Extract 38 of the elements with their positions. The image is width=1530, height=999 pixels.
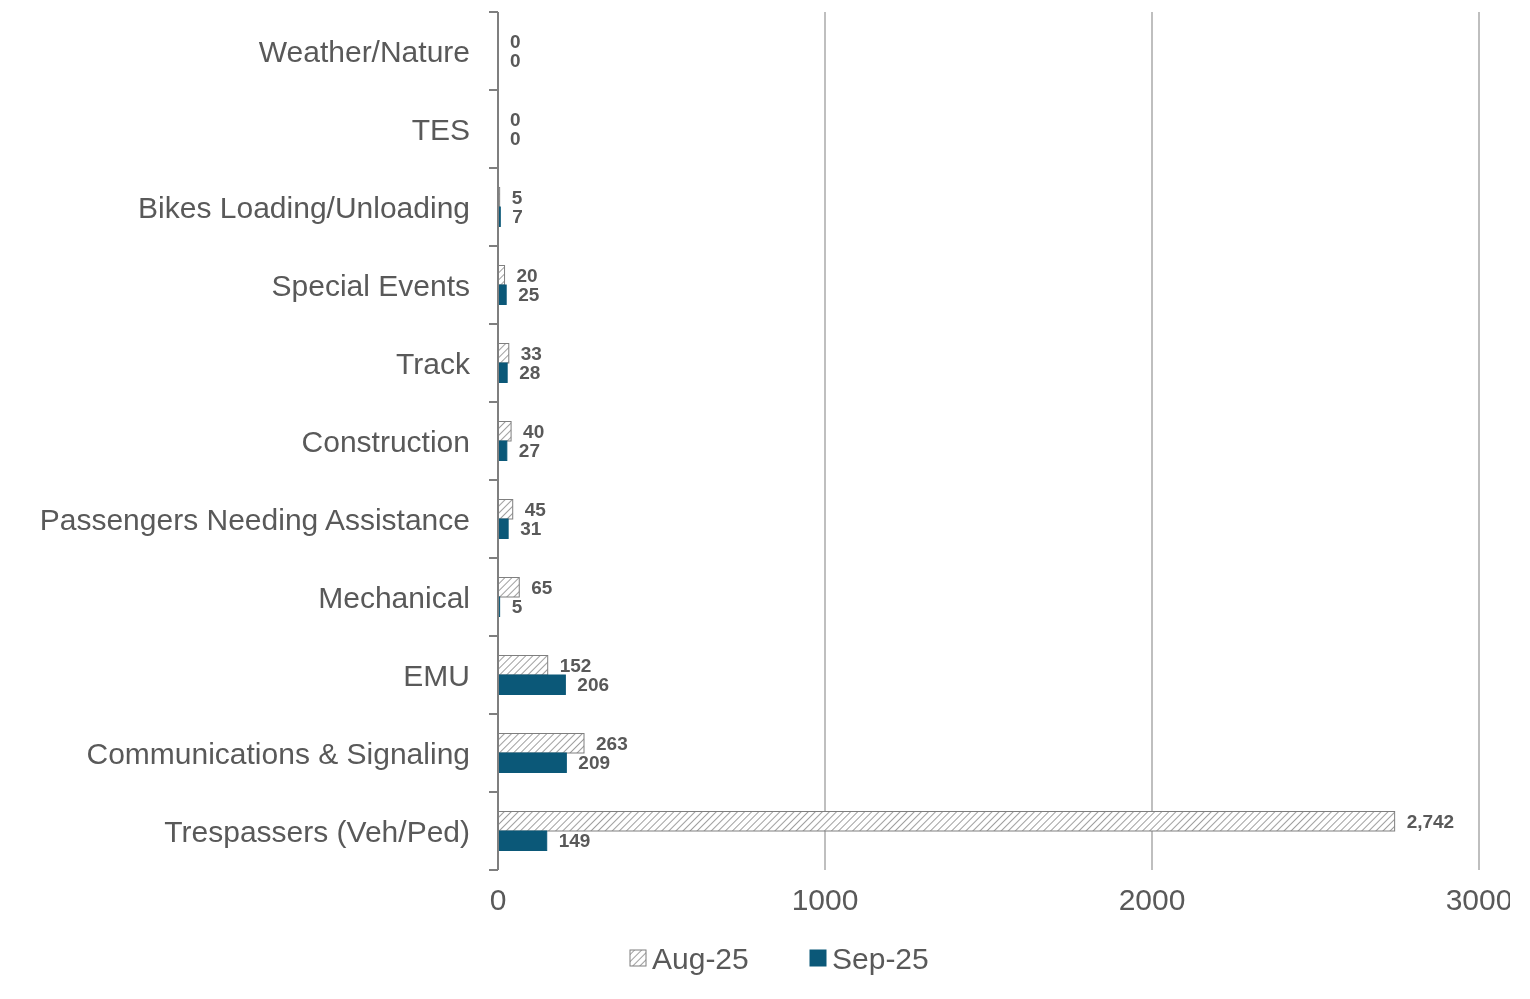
y-tick-label: Communications & Signaling — [86, 736, 470, 770]
data-label: 149 — [558, 830, 591, 852]
data-label: 5 — [511, 186, 523, 208]
legend-label: Aug-25 — [652, 941, 749, 975]
data-label: 5 — [511, 596, 523, 618]
data-label: 0 — [510, 50, 521, 72]
y-tick-label: TES — [411, 112, 470, 146]
data-label: 45 — [524, 498, 547, 520]
data-label: 28 — [519, 362, 541, 384]
data-label: 0 — [510, 128, 521, 150]
data-label: 33 — [520, 342, 542, 364]
data-label: 31 — [520, 518, 542, 540]
y-tick-label: Mechanical — [318, 580, 470, 614]
data-label: 206 — [577, 674, 610, 696]
data-label: 209 — [578, 752, 611, 774]
y-tick-label: Passengers Needing Assistance — [39, 502, 470, 536]
data-label: 0 — [510, 108, 521, 130]
y-tick-label: Weather/Nature — [258, 34, 470, 68]
data-label: 65 — [531, 576, 553, 598]
y-tick-label: Special Events — [271, 268, 470, 302]
y-tick-label: EMU — [403, 658, 470, 692]
x-tick-label: 2000 — [1118, 883, 1186, 916]
data-label: 25 — [518, 284, 540, 306]
x-tick-label: 0 — [489, 883, 507, 916]
legend-label: Sep-25 — [832, 941, 929, 975]
data-label: 2,742 — [1406, 810, 1455, 832]
data-label: 0 — [510, 30, 521, 52]
data-label: 20 — [516, 264, 538, 286]
data-label: 263 — [596, 732, 628, 754]
data-label: 40 — [523, 420, 545, 442]
y-tick-label: Track — [396, 346, 471, 380]
data-label: 7 — [512, 206, 523, 228]
y-tick-label: Trespassers (Veh/Ped) — [164, 814, 470, 848]
data-label: 152 — [559, 654, 592, 676]
data-label: 27 — [518, 440, 540, 462]
y-tick-label: Bikes Loading/Unloading — [138, 190, 470, 224]
y-tick-label: Construction — [301, 424, 470, 458]
x-tick-label: 1000 — [791, 883, 859, 916]
